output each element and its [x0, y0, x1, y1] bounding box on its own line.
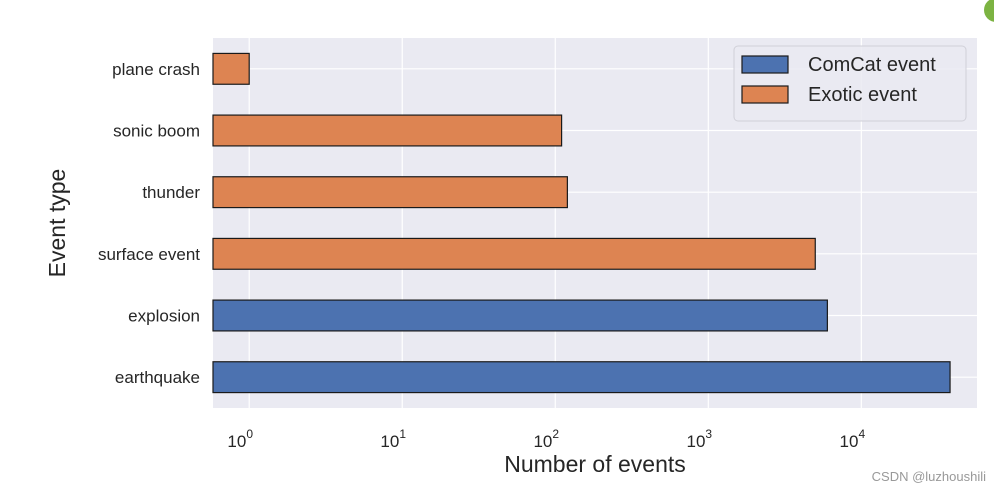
x-tick-label: 100: [227, 427, 253, 451]
x-tick-label: 104: [840, 427, 866, 451]
legend-label: Exotic event: [808, 84, 917, 106]
y-tick-label: earthquake: [115, 368, 200, 387]
legend-box: [733, 45, 967, 122]
x-axis-label: Number of events: [504, 451, 686, 477]
x-tick-label: 102: [533, 427, 559, 451]
bar-explosion: [212, 299, 828, 332]
legend-label: ComCat event: [808, 54, 936, 76]
bar-surface-event: [212, 237, 816, 270]
y-axis-label: Event type: [44, 169, 70, 278]
legend-swatch: [741, 55, 789, 74]
y-tick-label: thunder: [142, 183, 200, 202]
bar-earthquake: [212, 361, 951, 394]
legend-swatch: [741, 85, 789, 104]
watermark: CSDN @luzhoushili: [871, 469, 986, 484]
bar-sonic-boom: [212, 114, 563, 147]
y-tick-label: surface event: [98, 245, 200, 264]
y-tick-label: sonic boom: [113, 122, 200, 141]
bar-thunder: [212, 176, 568, 209]
x-tick-label: 101: [380, 427, 406, 451]
y-tick-label: plane crash: [112, 60, 200, 79]
bar-plane-crash: [212, 52, 250, 85]
y-tick-label: explosion: [128, 307, 200, 326]
status-dot: [984, 0, 994, 22]
x-tick-label: 103: [686, 427, 712, 451]
